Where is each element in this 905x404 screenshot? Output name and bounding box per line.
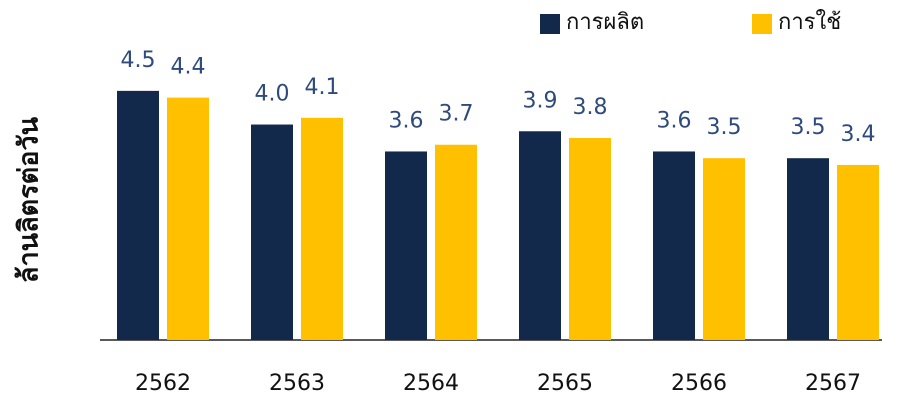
- x-tick-label: 2566: [671, 371, 727, 396]
- bar: [251, 124, 293, 341]
- y-axis-label: ล้านลิตรต่อวัน: [14, 116, 45, 283]
- legend-label: การผลิต: [566, 10, 644, 35]
- value-label: 3.6: [389, 108, 424, 133]
- value-label: 3.5: [707, 115, 742, 140]
- x-tick-label: 2567: [805, 371, 861, 396]
- bar: [653, 151, 695, 340]
- bar: [301, 117, 343, 340]
- value-label: 3.4: [841, 122, 876, 147]
- bar: [385, 151, 427, 340]
- bar: [787, 158, 829, 340]
- bar: [519, 131, 561, 340]
- x-tick-label: 2565: [537, 371, 593, 396]
- bar: [167, 97, 209, 340]
- legend-swatch: [752, 14, 772, 34]
- value-label: 4.4: [171, 55, 206, 80]
- bar: [435, 144, 477, 340]
- x-tick-label: 2564: [403, 371, 459, 396]
- value-label: 4.5: [121, 48, 156, 73]
- bar: [569, 138, 611, 340]
- value-label: 3.8: [573, 95, 608, 120]
- bar: [837, 164, 879, 340]
- value-label: 4.1: [305, 75, 340, 100]
- x-tick-label: 2562: [135, 371, 191, 396]
- value-label: 3.5: [791, 115, 826, 140]
- value-label: 3.7: [439, 102, 474, 127]
- bar: [117, 90, 159, 340]
- legend-label: การใช้: [778, 9, 841, 35]
- value-label: 4.0: [255, 82, 290, 107]
- value-label: 3.6: [657, 108, 692, 133]
- x-tick-label: 2563: [269, 371, 325, 396]
- value-label: 3.9: [523, 88, 558, 113]
- legend-swatch: [540, 14, 560, 34]
- bar: [703, 158, 745, 340]
